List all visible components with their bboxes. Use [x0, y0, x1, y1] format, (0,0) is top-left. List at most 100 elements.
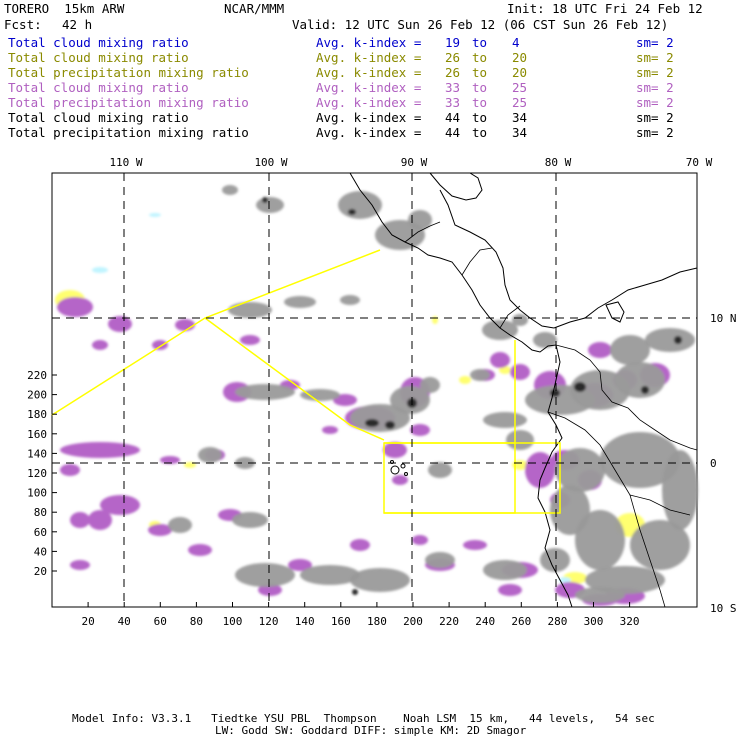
precipitation-area [333, 394, 357, 406]
precipitation-area [152, 340, 168, 350]
longitude-label: 70 W [686, 156, 713, 169]
cloud-area [300, 565, 360, 585]
x-tick-label: 120 [259, 615, 279, 628]
cloud-area [235, 563, 295, 587]
y-tick-label: 160 [27, 428, 47, 441]
longitude-label: 100 W [254, 156, 287, 169]
deep-cloud-core [262, 197, 268, 203]
x-tick-label: 60 [154, 615, 167, 628]
precipitation-area [108, 316, 132, 332]
precipitation-area [383, 442, 407, 458]
cloud-area [630, 520, 690, 570]
cloud-area [585, 566, 665, 594]
cloud-area [168, 517, 192, 533]
y-tick-label: 180 [27, 408, 47, 421]
inner-domain-edge [204, 317, 385, 441]
cloud-area [338, 191, 382, 219]
legend-smoothing: sm= 2 [636, 125, 674, 140]
legend-kindex-to: to [472, 80, 488, 95]
legend-field-name: Total cloud mixing ratio [8, 110, 189, 125]
cloud-area [645, 328, 695, 352]
precipitation-area [70, 512, 90, 528]
precipitation-area [70, 560, 90, 570]
legend-kindex-to: to [472, 125, 488, 140]
model-name: TORERO 15km ARW [4, 1, 125, 16]
cloud-area [350, 568, 410, 592]
deep-cloud-core [348, 209, 356, 215]
legend-kindex-end: 25 [512, 95, 528, 110]
cloud-area [506, 430, 534, 450]
latitude-label: 10 S [710, 602, 737, 615]
deep-cloud-core [674, 336, 682, 344]
cloud-area [340, 295, 360, 305]
legend-kindex-label: Avg. k-index = [316, 125, 429, 140]
x-tick-label: 280 [547, 615, 567, 628]
precipitation-area [100, 495, 140, 515]
legend-kindex-end: 20 [512, 65, 528, 80]
cloud-area [222, 185, 238, 195]
legend-kindex-label: Avg. k-index = [316, 110, 429, 125]
x-tick-label: 100 [223, 615, 243, 628]
deep-cloud-core [550, 389, 560, 397]
y-tick-label: 100 [27, 487, 47, 500]
south-america-north-coast [553, 267, 698, 329]
border-ecuador-peru [547, 411, 691, 516]
precipitation-area [510, 364, 530, 380]
legend-kindex-to: to [472, 95, 488, 110]
legend-kindex-start: 33 [445, 95, 461, 110]
cloud-area [470, 369, 490, 381]
legend-kindex-to: to [472, 110, 488, 125]
cloud-area [420, 377, 440, 393]
low-cloud-area [499, 366, 511, 374]
nested-domain-outlines [51, 249, 561, 514]
precipitation-area [92, 340, 108, 350]
legend-field-name: Total precipitation mixing ratio [8, 125, 249, 140]
y-tick-label: 120 [27, 467, 47, 480]
precipitation-area [490, 352, 510, 368]
cloud-fields [55, 185, 698, 606]
precipitation-area [60, 464, 80, 476]
legend-smoothing: sm= 2 [636, 35, 674, 50]
trace-cloud-area [559, 577, 571, 583]
precipitation-area [57, 297, 93, 317]
legend-kindex-end: 20 [512, 50, 528, 65]
x-tick-label: 140 [295, 615, 315, 628]
y-tick-label: 40 [34, 545, 47, 558]
cloud-area [575, 510, 625, 570]
x-tick-label: 40 [118, 615, 131, 628]
legend-field-name: Total precipitation mixing ratio [8, 95, 249, 110]
precipitation-area [412, 535, 428, 545]
precipitation-area [188, 544, 212, 556]
precipitation-area [350, 539, 370, 551]
maracaibo-coast [605, 301, 625, 323]
forecast-label: Fcst: [4, 17, 42, 32]
deep-cloud-core [574, 382, 586, 392]
precipitation-area [60, 442, 140, 458]
init-time: Init: 18 UTC Fri 24 Feb 12 [507, 1, 703, 16]
x-tick-label: 240 [475, 615, 495, 628]
precipitation-area [525, 452, 555, 488]
deep-cloud-core [365, 419, 379, 427]
cloud-area [235, 384, 295, 400]
border-colombia [555, 344, 698, 451]
cloud-area [228, 302, 272, 318]
legend-smoothing: sm= 2 [636, 65, 674, 80]
legend-kindex-end: 34 [512, 125, 528, 140]
legend-kindex-label: Avg. k-index = [316, 95, 429, 110]
cloud-area [533, 332, 557, 348]
legend-kindex-end: 4 [512, 35, 520, 50]
precipitation-area [258, 584, 282, 596]
legend-kindex-end: 25 [512, 80, 528, 95]
cloud-area [235, 457, 255, 469]
cloud-area [575, 587, 625, 603]
domain-box-3 [384, 442, 561, 514]
cloud-area [482, 320, 518, 340]
deep-cloud-core [352, 589, 358, 595]
border-peru-brazil [629, 494, 666, 608]
trace-cloud-area [92, 267, 108, 273]
legend-kindex-label: Avg. k-index = [316, 80, 429, 95]
legend-field-name: Total precipitation mixing ratio [8, 65, 249, 80]
precipitation-area [240, 335, 260, 345]
x-tick-label: 200 [403, 615, 423, 628]
forecast-hour: 42 h [62, 17, 93, 32]
